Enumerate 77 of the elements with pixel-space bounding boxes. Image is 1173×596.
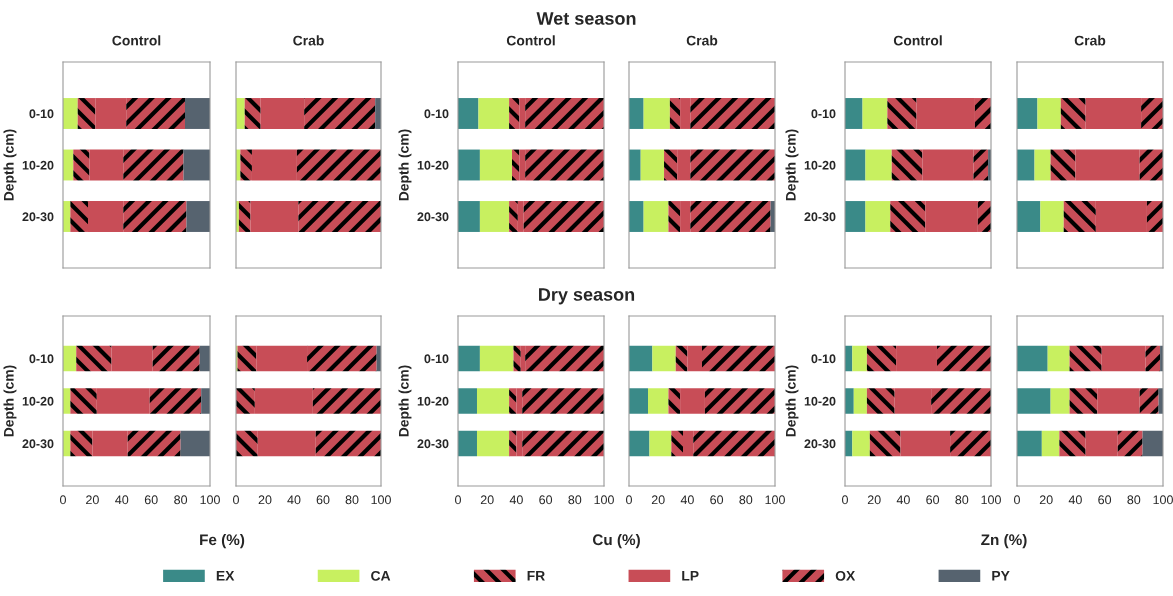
x-tick-label: 0 — [455, 495, 461, 505]
x-tick-label: 0 — [233, 495, 239, 505]
x-tick-label: 100 — [765, 495, 785, 505]
legend-label: LP — [682, 571, 699, 581]
x-tick-label: 80 — [568, 495, 582, 505]
y-axis-title: Depth (cm) — [3, 129, 17, 201]
x-tick-label: 20 — [258, 495, 272, 505]
x-axis-title: Fe (%) — [200, 533, 245, 549]
x-tick-label: 0 — [60, 495, 66, 505]
y-tick-label: 10-20 — [417, 396, 449, 406]
chart-title: Crab — [686, 35, 718, 46]
text: Dry season — [539, 288, 635, 305]
chart-title: Crab — [293, 35, 324, 46]
x-tick-label: 20 — [86, 495, 99, 505]
x-tick-label: 80 — [345, 495, 359, 505]
y-tick-label: 0-10 — [424, 354, 449, 364]
x-axis-title: Zn (%) — [981, 533, 1027, 549]
legend-label: EX — [216, 571, 235, 581]
y-tick-label: 0-10 — [811, 354, 836, 364]
y-axis-title: Depth (cm) — [3, 365, 17, 437]
y-tick-label: 20-30 — [22, 439, 54, 449]
x-tick-label: 20 — [480, 495, 494, 505]
x-tick-label: 80 — [1127, 495, 1141, 505]
y-tick-label: 10-20 — [22, 396, 54, 406]
y-axis-title: Depth (cm) — [398, 129, 412, 201]
x-tick-label: 100 — [594, 495, 614, 505]
x-tick-label: 60 — [316, 495, 330, 505]
x-axis-title: Cu (%) — [592, 533, 640, 549]
y-tick-label: 0-10 — [29, 354, 54, 364]
x-tick-label: 0 — [626, 495, 632, 505]
x-tick-label: 100 — [981, 495, 1001, 505]
x-tick-label: 20 — [1039, 495, 1053, 505]
x-tick-label: 40 — [896, 495, 910, 505]
y-tick-label: 20-30 — [417, 439, 449, 449]
y-tick-label: 10-20 — [22, 160, 54, 170]
x-tick-label: 40 — [509, 495, 523, 505]
x-tick-label: 0 — [842, 495, 848, 505]
x-tick-label: 60 — [926, 495, 940, 505]
y-tick-label: 20-30 — [22, 212, 54, 222]
x-tick-label: 20 — [867, 495, 881, 505]
x-tick-label: 80 — [174, 495, 188, 505]
x-tick-label: 60 — [539, 495, 553, 505]
chart-title: Control — [506, 35, 555, 46]
x-tick-label: 100 — [371, 495, 391, 505]
chart-title: Control — [893, 35, 942, 46]
text: Wet season — [536, 12, 636, 25]
x-tick-label: 80 — [739, 495, 753, 505]
legend-label: FR — [527, 571, 545, 581]
y-tick-label: 0-10 — [29, 109, 54, 119]
y-tick-label: 20-30 — [417, 212, 449, 222]
legend-label: OX — [835, 570, 856, 581]
y-axis-title: Depth (cm) — [785, 129, 799, 201]
x-tick-label: 60 — [710, 495, 724, 505]
x-tick-label: 40 — [1068, 495, 1082, 505]
y-tick-label: 0-10 — [424, 109, 449, 119]
y-tick-label: 10-20 — [804, 160, 836, 170]
x-tick-label: 60 — [144, 495, 158, 505]
y-tick-label: 0-10 — [811, 109, 836, 119]
x-tick-label: 40 — [115, 495, 129, 505]
x-tick-label: 100 — [200, 495, 220, 505]
x-tick-label: 100 — [1153, 495, 1173, 505]
y-tick-label: 20-30 — [804, 439, 836, 449]
x-tick-label: 20 — [651, 495, 665, 505]
chart-title: Crab — [1074, 35, 1106, 46]
x-tick-label: 40 — [287, 495, 301, 505]
x-tick-label: 60 — [1098, 495, 1112, 505]
x-tick-label: 0 — [1014, 495, 1020, 505]
legend-label: PY — [992, 571, 1010, 581]
y-tick-label: 10-20 — [417, 160, 449, 170]
y-axis-title: Depth (cm) — [785, 365, 799, 437]
chart-title: Control — [112, 35, 161, 46]
y-axis-title: Depth (cm) — [398, 365, 412, 437]
y-tick-label: 20-30 — [804, 212, 836, 222]
x-tick-label: 40 — [680, 495, 694, 505]
legend-label: CA — [371, 570, 391, 581]
x-tick-label: 80 — [955, 495, 969, 505]
y-tick-label: 10-20 — [804, 396, 836, 406]
